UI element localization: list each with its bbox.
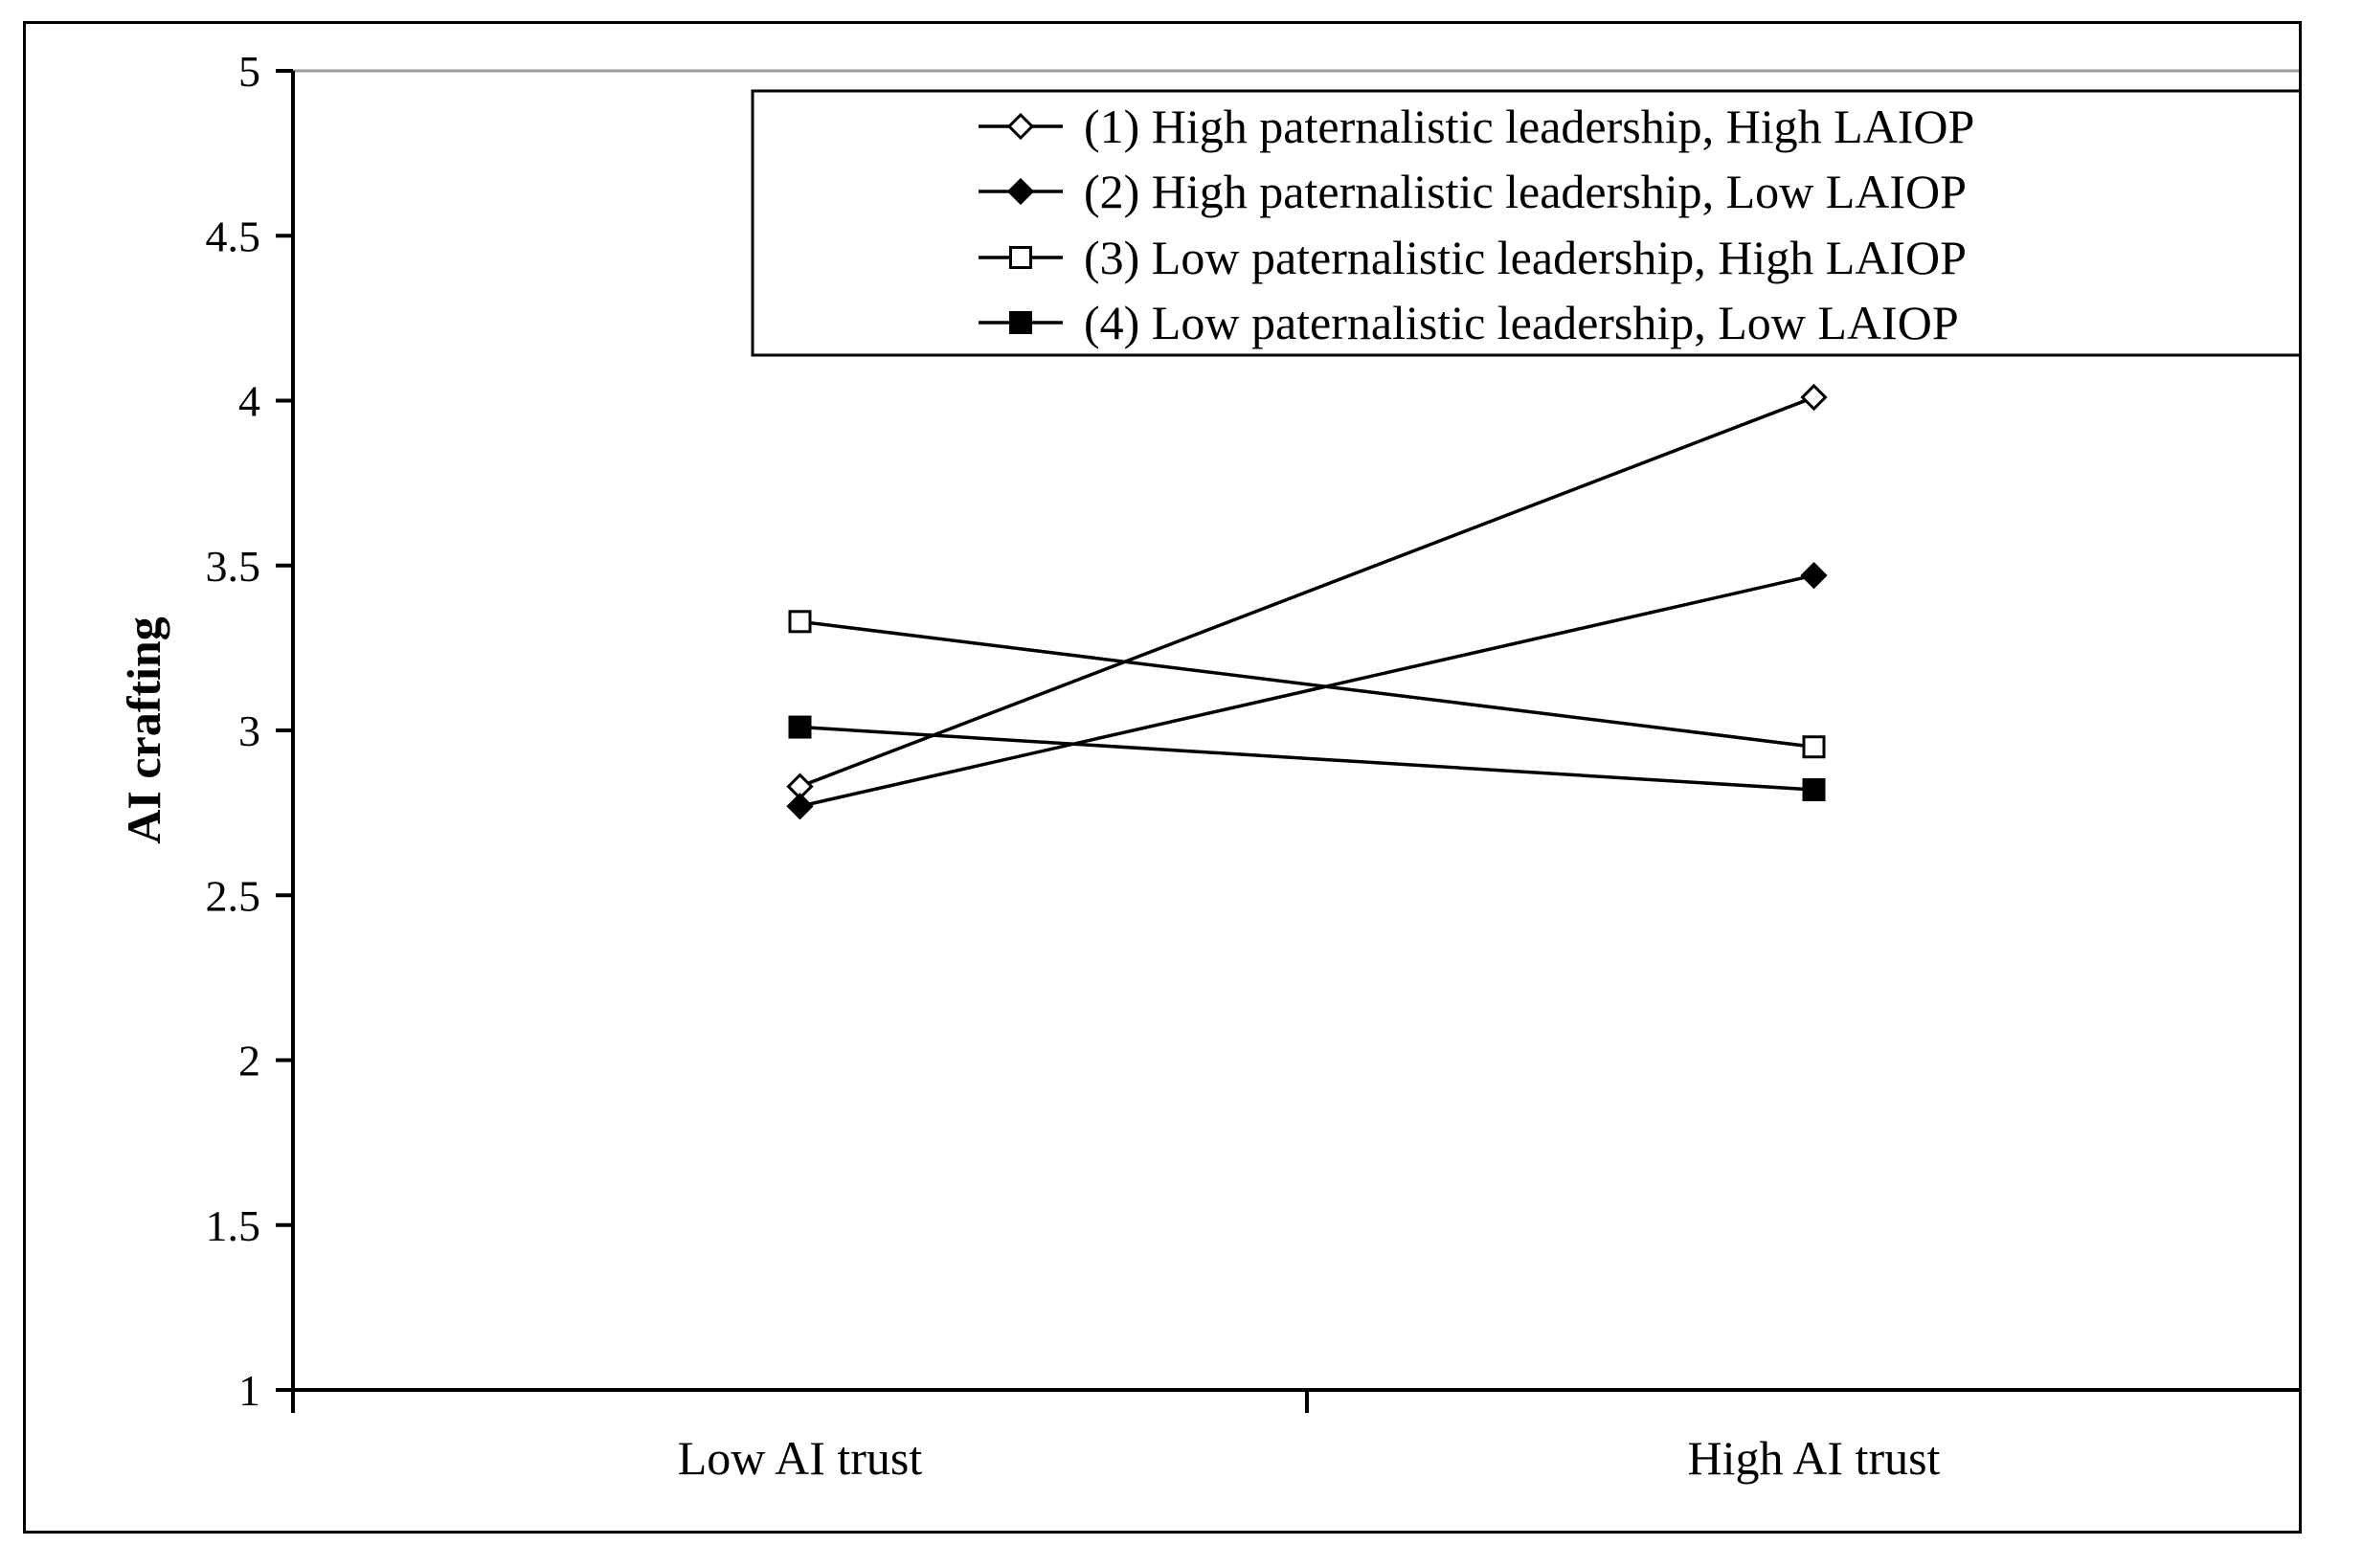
y-tick-label: 2.5 — [206, 871, 261, 920]
data-point-4-2 — [1802, 778, 1826, 802]
data-point-1-2 — [1800, 383, 1828, 412]
legend-item-2: (2) High paternalistic leadership, Low L… — [979, 165, 1967, 218]
legend-marker — [1006, 177, 1035, 206]
data-point-2-2 — [1800, 561, 1828, 590]
y-tick-label: 3.5 — [206, 542, 261, 591]
legend-marker — [1006, 112, 1035, 141]
y-ticks: 1 1.5 2 2.5 3 3.5 4 4.5 5 — [206, 47, 293, 1415]
data-point-2-1 — [786, 793, 814, 820]
legend-marker — [1009, 246, 1032, 269]
legend-item-4: (4) Low paternalistic leadership, Low LA… — [979, 296, 1959, 349]
series-line-1 — [799, 395, 1815, 789]
legend-label: (3) Low paternalistic leadership, High L… — [1084, 231, 1967, 284]
legend-item-1: (1) High paternalistic leadership, High … — [979, 100, 1974, 153]
x-category-label: High AI trust — [1688, 1431, 1941, 1485]
legend-label: (2) High paternalistic leadership, Low L… — [1084, 165, 1967, 218]
data-point-3-2 — [1802, 735, 1826, 759]
y-tick-label: 4.5 — [206, 212, 261, 260]
chart-frame: 1 1.5 2 2.5 3 3.5 4 4.5 5 Low AI trust High AI tr… — [23, 21, 2302, 1534]
legend-marker — [1009, 311, 1032, 334]
legend-items: (1) High paternalistic leadership, High … — [979, 100, 1974, 349]
y-axis-label: AI crafting — [117, 616, 170, 843]
series-line-3 — [799, 619, 1814, 749]
y-tick-label: 4 — [238, 377, 260, 426]
y-tick-label: 1.5 — [206, 1201, 261, 1250]
x-ticks: Low AI trust High AI trust — [291, 1390, 1941, 1485]
y-tick-label: 1 — [238, 1366, 260, 1415]
series-line-2 — [799, 573, 1814, 808]
legend-label: (4) Low paternalistic leadership, Low LA… — [1084, 296, 1959, 349]
data-point-4-1 — [788, 715, 812, 739]
series-line-4 — [799, 725, 1814, 792]
series-group — [786, 383, 1828, 820]
legend-item-3: (3) Low paternalistic leadership, High L… — [979, 231, 1967, 284]
chart-svg: 1 1.5 2 2.5 3 3.5 4 4.5 5 Low AI trust High AI tr… — [117, 47, 2299, 1485]
series-4 — [788, 715, 1826, 802]
data-point-3-1 — [788, 610, 812, 634]
legend-label: (1) High paternalistic leadership, High … — [1084, 100, 1974, 153]
legend: (1) High paternalistic leadership, High … — [751, 89, 2299, 357]
x-category-label: Low AI trust — [678, 1431, 923, 1485]
series-3 — [788, 610, 1826, 759]
y-tick-label: 5 — [238, 47, 260, 96]
y-tick-label: 2 — [238, 1037, 260, 1086]
series-2 — [786, 561, 1828, 820]
y-tick-label: 3 — [238, 706, 260, 755]
